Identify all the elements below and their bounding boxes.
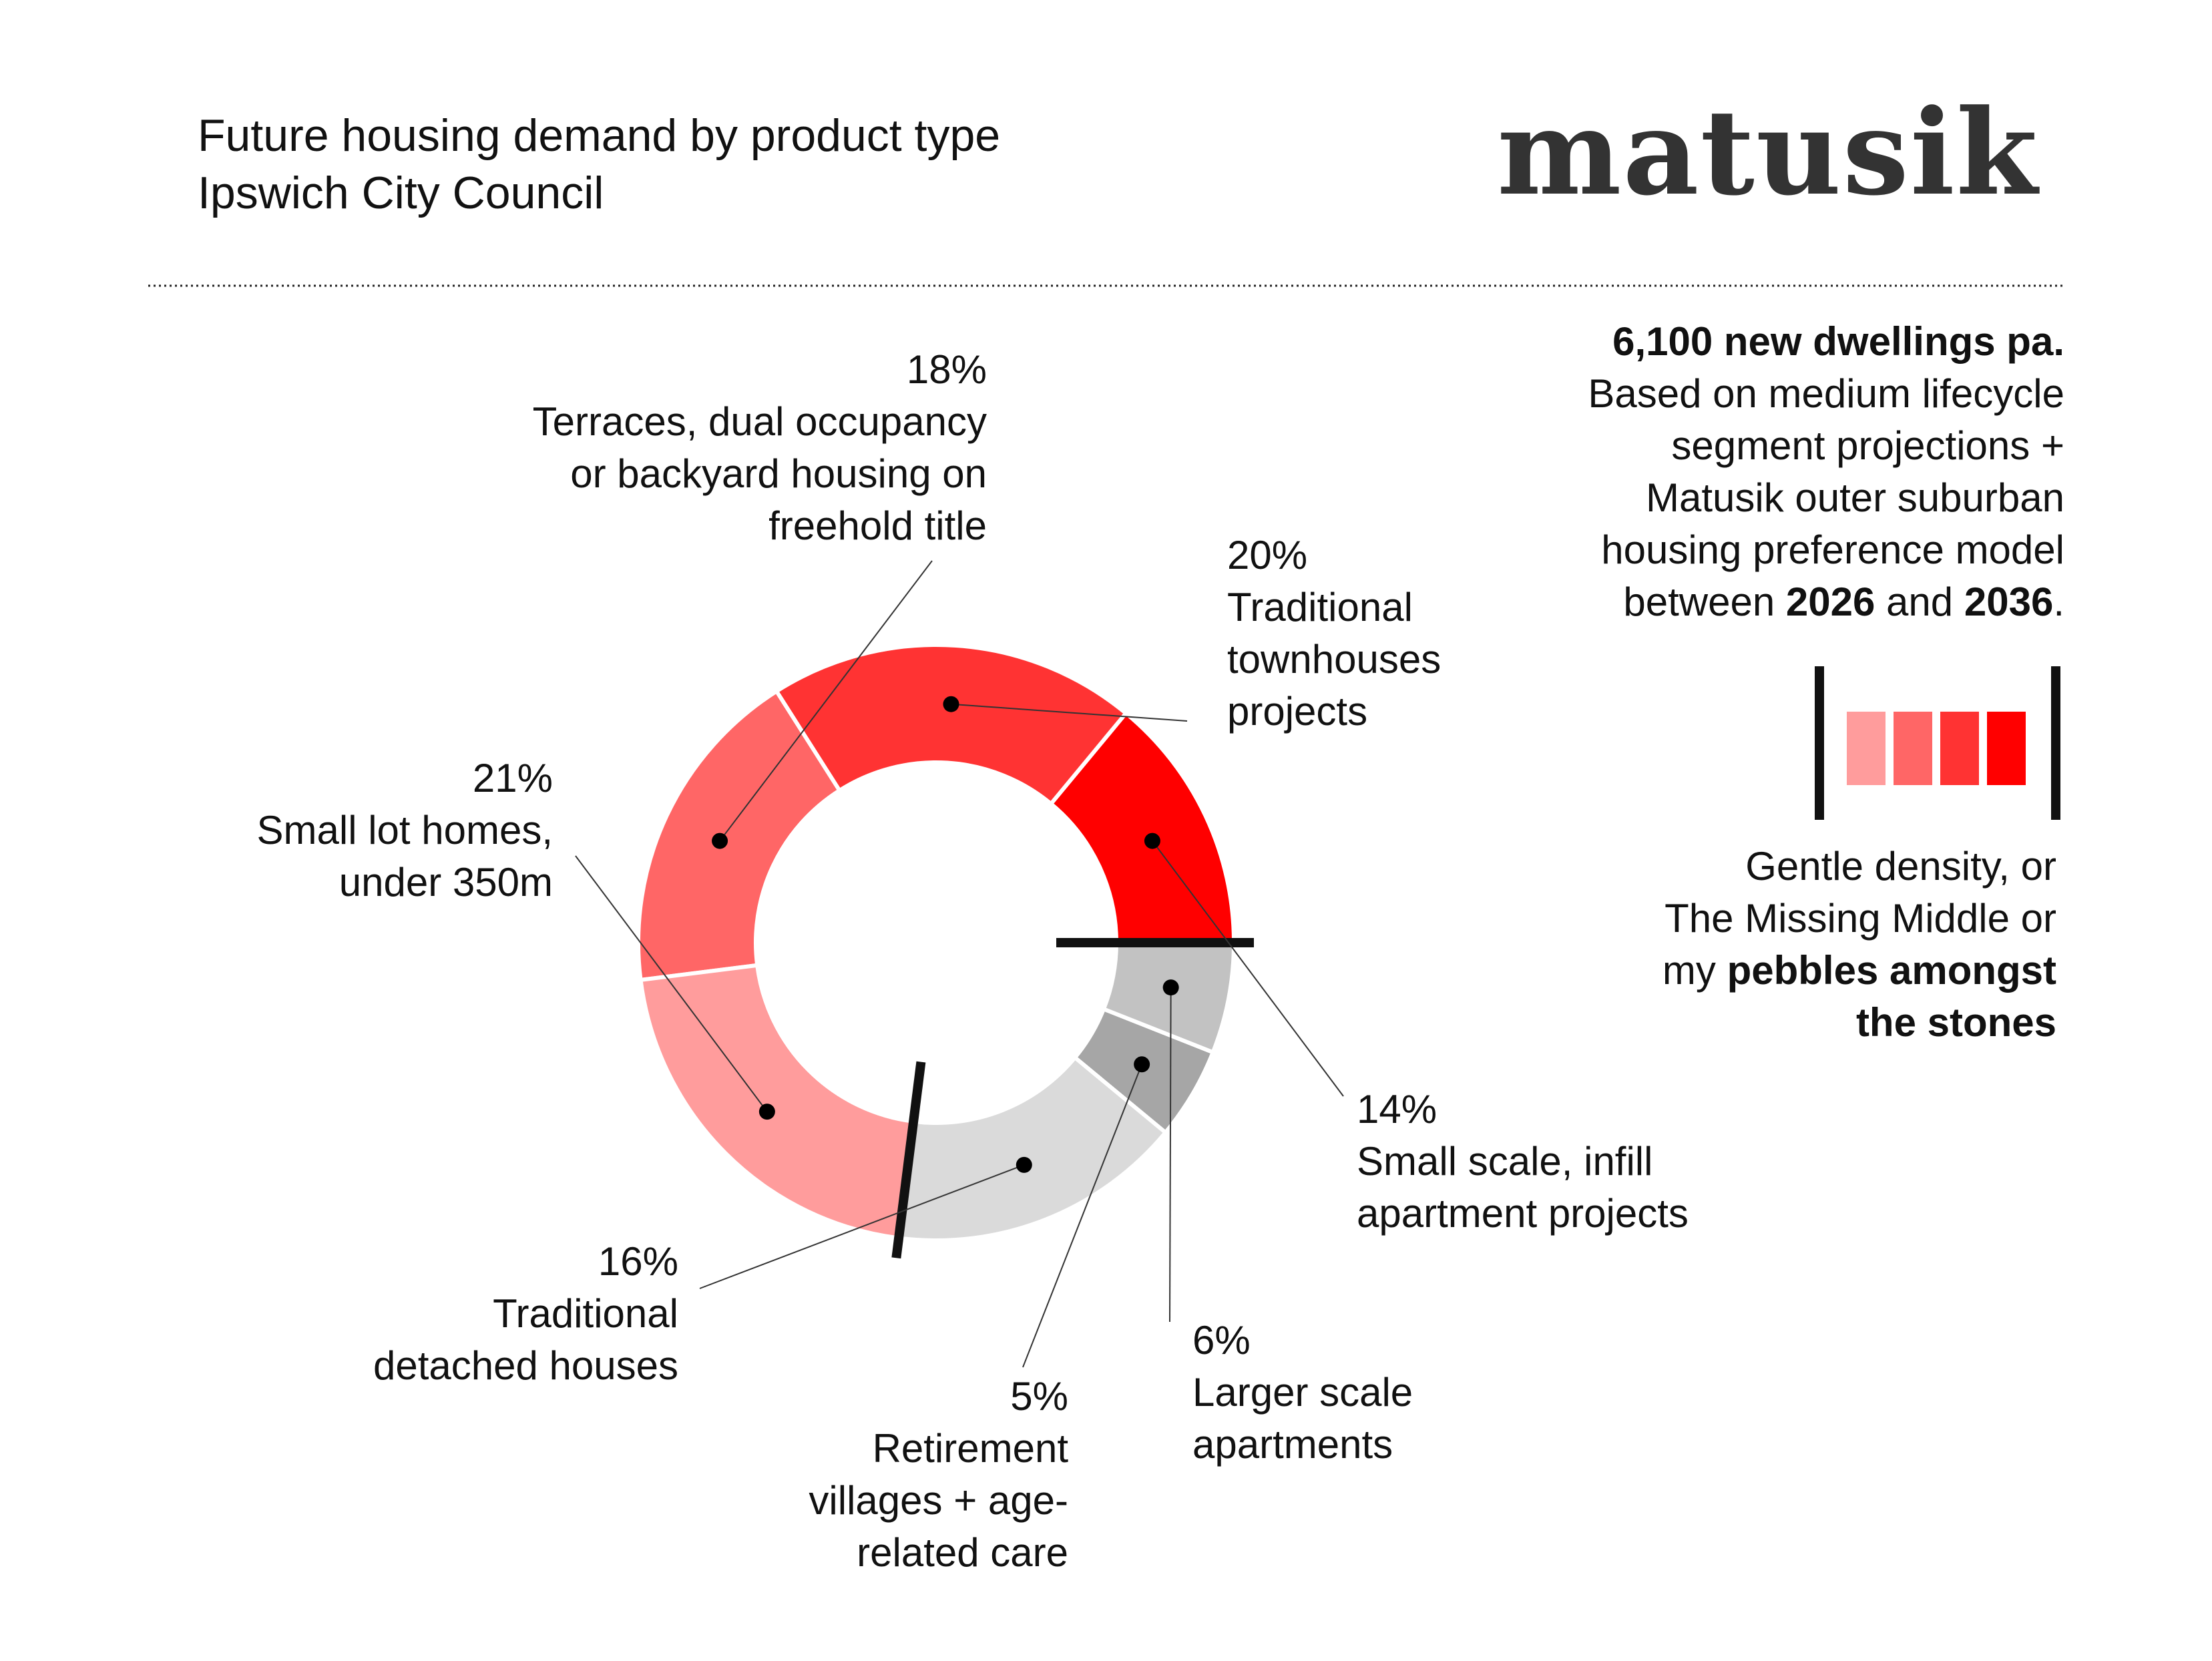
slice-dot-4 bbox=[758, 1104, 775, 1120]
slice-value-label-5: 16% bbox=[598, 1239, 678, 1284]
slice-category-label-3-line-3: freehold title bbox=[768, 503, 987, 548]
leader-line-5 bbox=[699, 1164, 1025, 1289]
slice-category-label-5-line-2: detached houses bbox=[373, 1343, 678, 1388]
info-year-from: 2026 bbox=[1786, 579, 1875, 624]
slice-dot-1 bbox=[1144, 833, 1160, 849]
info-line-2: segment projections + bbox=[1671, 423, 2064, 468]
slice-category-label-1-line-2: apartment projects bbox=[1357, 1191, 1689, 1236]
slice-dot-2 bbox=[943, 696, 959, 712]
chart-title: Future housing demand by product type bbox=[198, 110, 1000, 161]
slice-category-label-4-line-1: Small lot homes, bbox=[257, 808, 554, 853]
slice-category-label-2-line-1: Traditional bbox=[1227, 585, 1413, 630]
info-line-3: Matusik outer suburban bbox=[1646, 475, 2064, 520]
slice-category-label-2-line-2: townhouses bbox=[1227, 637, 1441, 682]
info-line-1: Based on medium lifecycle bbox=[1588, 371, 2064, 416]
slice-dot-5 bbox=[1016, 1156, 1032, 1173]
info-line-5: between 2026 and 2036. bbox=[1623, 579, 2064, 624]
slice-category-label-1-line-1: Small scale, infill bbox=[1357, 1139, 1652, 1184]
slice-category-label-3-line-2: or backyard housing on bbox=[570, 451, 987, 496]
legend-emphasis-1: pebbles amongst bbox=[1727, 948, 2056, 993]
brand-logo: matusik bbox=[1497, 83, 2039, 222]
slice-category-label-6-line-1: Retirement bbox=[873, 1426, 1069, 1471]
legend-swatch-1 bbox=[1847, 712, 1886, 785]
slice-value-label-1: 14% bbox=[1357, 1087, 1437, 1132]
donut-slice-4 bbox=[638, 963, 916, 1240]
slice-category-label-3-line-1: Terraces, dual occupancy bbox=[533, 399, 987, 444]
slice-dot-6 bbox=[1134, 1056, 1150, 1073]
info-headline: 6,100 new dwellings pa. bbox=[1612, 319, 2064, 364]
slice-value-label-3: 18% bbox=[907, 347, 987, 392]
slice-dot-7 bbox=[1162, 979, 1179, 996]
legend-bar-right bbox=[2051, 666, 2060, 820]
donut-slice-5 bbox=[896, 1054, 1168, 1242]
slice-value-label-4: 21% bbox=[473, 756, 553, 800]
legend-line-4: the stones bbox=[1856, 1000, 2056, 1045]
leader-line-1 bbox=[1152, 840, 1344, 1097]
leader-line-6 bbox=[1022, 1063, 1143, 1368]
legend-swatch-2 bbox=[1894, 712, 1932, 785]
slice-category-label-6-line-2: villages + age- bbox=[809, 1478, 1068, 1523]
slice-category-label-2-line-3: projects bbox=[1227, 689, 1367, 734]
slice-dot-3 bbox=[712, 833, 728, 849]
leader-line-2 bbox=[951, 703, 1188, 722]
slice-labels: 14% Small scale, infill apartment projects… bbox=[257, 347, 1689, 1575]
donut-slice-3 bbox=[636, 688, 843, 983]
slice-category-label-4-line-2: under 350m bbox=[339, 860, 553, 905]
density-legend bbox=[1815, 666, 2060, 820]
legend-line-3: my pebbles amongst bbox=[1663, 948, 2056, 993]
slice-category-label-5-line-1: Traditional bbox=[493, 1291, 678, 1336]
label-leaders bbox=[575, 560, 1344, 1368]
donut-slice-2 bbox=[773, 643, 1129, 807]
legend-line-2: The Missing Middle or bbox=[1665, 896, 2056, 941]
info-year-to: 2036 bbox=[1964, 579, 2053, 624]
info-line-4: housing preference model bbox=[1601, 527, 2064, 572]
leader-line-7 bbox=[1169, 987, 1172, 1323]
slice-category-label-7-line-2: apartments bbox=[1192, 1422, 1393, 1467]
legend-swatches bbox=[1847, 712, 2026, 785]
slice-category-label-6-line-3: related care bbox=[857, 1530, 1068, 1575]
chart-subtitle: Ipswich City Council bbox=[198, 168, 604, 218]
donut-chart bbox=[636, 643, 1254, 1259]
leader-line-3 bbox=[719, 560, 933, 842]
legend-line-1: Gentle density, or bbox=[1745, 844, 2056, 889]
legend-swatch-3 bbox=[1940, 712, 1979, 785]
slice-value-label-6: 5% bbox=[1010, 1374, 1068, 1419]
legend-bar-left bbox=[1815, 666, 1824, 820]
leader-line-4 bbox=[575, 855, 768, 1112]
group-separator-2 bbox=[891, 1061, 926, 1259]
slice-category-label-7-line-1: Larger scale bbox=[1192, 1370, 1413, 1415]
slice-value-label-7: 6% bbox=[1192, 1318, 1251, 1363]
legend-swatch-4 bbox=[1987, 712, 2026, 785]
slice-value-label-2: 20% bbox=[1227, 533, 1307, 577]
